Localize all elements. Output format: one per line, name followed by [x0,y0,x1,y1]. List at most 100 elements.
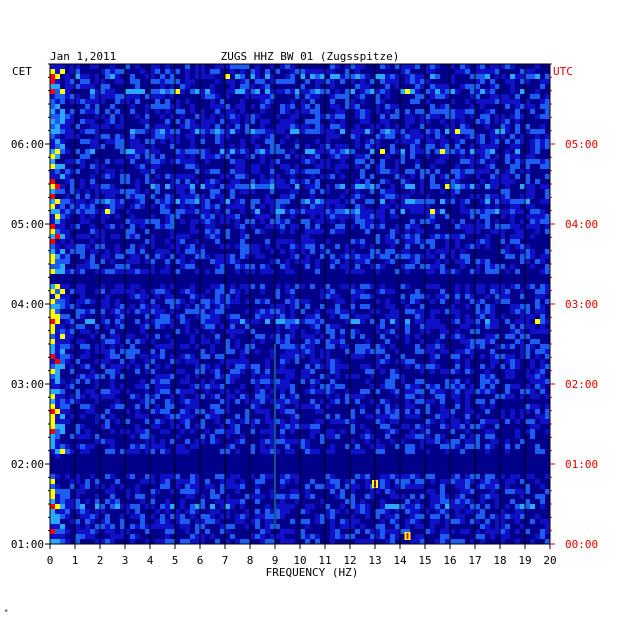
spectrogram-cell [505,274,510,279]
spectrogram-cell [345,299,350,304]
spectrogram-cell [430,404,435,409]
spectrogram-cell [110,209,115,214]
spectrogram-cell [385,364,390,369]
spectrogram-cell [450,104,455,109]
spectrogram-cell [320,184,325,189]
spectrogram-cell [160,149,165,154]
spectrogram-cell [435,289,440,294]
spectrogram-cell [60,134,65,139]
spectrogram-cell [505,384,510,389]
spectrogram-cell [120,409,125,414]
spectrogram-cell [165,349,170,354]
spectrogram-cell [305,129,310,134]
spectrogram-cell [475,189,480,194]
spectrogram-cell [410,329,415,334]
spectrogram-cell [305,264,310,269]
spectrogram-cell [190,264,195,269]
spectrogram-cell [315,279,320,284]
spectrogram-cell [50,334,55,339]
spectrogram-cell [520,239,525,244]
spectrogram-cell [250,384,255,389]
spectrogram-cell [185,314,190,319]
spectrogram-cell [375,264,380,269]
spectrogram-cell [180,119,185,124]
spectrogram-cell [195,79,200,84]
spectrogram-cell [80,304,85,309]
spectrogram-cell [395,259,400,264]
spectrogram-cell [455,409,460,414]
spectrogram-cell [345,399,350,404]
spectrogram-cell [425,259,430,264]
spectrogram-cell [125,104,130,109]
spectrogram-cell [545,414,550,419]
spectrogram-cell [525,309,530,314]
spectrogram-cell [545,339,550,344]
spectrogram-cell [165,259,170,264]
spectrogram-cell [205,219,210,224]
spectrogram-cell [445,274,450,279]
spectrogram-cell [175,254,180,259]
spectrogram-cell [270,194,275,199]
spectrogram-cell [370,109,375,114]
spectrogram-cell [390,99,395,104]
spectrogram-cell [185,399,190,404]
spectrogram-cell [55,284,60,289]
spectrogram-cell [170,214,175,219]
spectrogram-cell [145,374,150,379]
spectrogram-cell [335,159,340,164]
spectrogram-cell [60,114,65,119]
spectrogram-cell [340,79,345,84]
spectrogram-cell [210,419,215,424]
spectrogram-cell [480,89,485,94]
spectrogram-cell [310,84,315,89]
spectrogram-cell [425,109,430,114]
spectrogram-cell [380,84,385,89]
spectrogram-cell [280,279,285,284]
spectrogram-cell [370,189,375,194]
spectrogram-cell [150,419,155,424]
spectrogram-cell [195,199,200,204]
spectrogram-cell [340,374,345,379]
spectrogram-cell [210,214,215,219]
spectrogram-cell [465,139,470,144]
spectrogram-cell [100,144,105,149]
spectrogram-cell [185,299,190,304]
spectrogram-cell [185,274,190,279]
spectrogram-cell [425,364,430,369]
spectrogram-cell [390,144,395,149]
spectrogram-cell [410,269,415,274]
spectrogram-cell [535,204,540,209]
spectrogram-cell [60,309,65,314]
spectrogram-cell [390,64,395,69]
spectrogram-cell [305,219,310,224]
spectrogram-cell [465,79,470,84]
spectrogram-cell [240,179,245,184]
spectrogram-cell [485,279,490,284]
spectrogram-cell [515,289,520,294]
spectrogram-cell [350,204,355,209]
spectrogram-cell [100,389,105,394]
spectrogram-cell [450,399,455,404]
spectrogram-cell [205,89,210,94]
spectrogram-cell [180,269,185,274]
spectrogram-cell [370,354,375,359]
spectrogram-cell [175,84,180,89]
spectrogram-cell [50,279,55,284]
spectrogram-cell [385,169,390,174]
spectrogram-cell [300,144,305,149]
spectrogram-cell [420,389,425,394]
spectrogram-cell [420,284,425,289]
spectrogram-cell [55,409,60,414]
spectrogram-cell [445,114,450,119]
spectrogram-cell [270,189,275,194]
spectrogram-cell [375,119,380,124]
spectrogram-cell [125,234,130,239]
spectrogram-cell [275,389,280,394]
spectrogram-cell [410,214,415,219]
spectrogram-cell [185,94,190,99]
spectrogram-cell [510,94,515,99]
spectrogram-cell [420,169,425,174]
spectrogram-cell [245,324,250,329]
spectrogram-cell [180,99,185,104]
spectrogram-cell [135,314,140,319]
